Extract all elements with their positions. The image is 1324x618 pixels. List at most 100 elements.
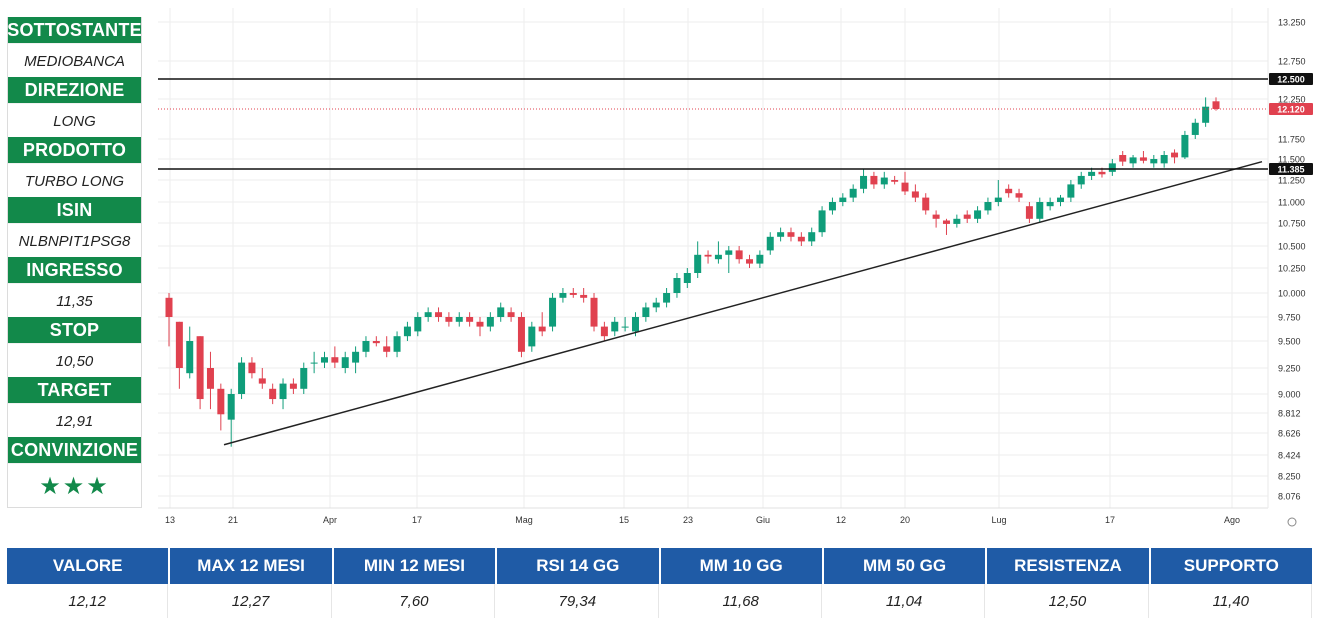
stat-label-max-12-mesi: MAX 12 MESI [170, 548, 332, 584]
candle-body-down [435, 312, 443, 317]
x-tick-label: 15 [619, 515, 629, 525]
stat-label-supporto: SUPPORTO [1150, 548, 1312, 584]
candle-body-down [704, 254, 712, 257]
candle-body-up [227, 394, 235, 420]
candle-body-up [611, 321, 619, 332]
panel-row-prodotto: PRODOTTO TURBO LONG [8, 137, 141, 197]
stat-col-mm-50-gg: MM 50 GG 11,04 [823, 548, 986, 618]
candle-body-up [341, 357, 349, 368]
panel-value-sottostante: MEDIOBANCA [8, 43, 141, 78]
x-tick-label: 20 [900, 515, 910, 525]
candle-body-down [932, 214, 940, 219]
candle-body-up [725, 250, 733, 255]
candle-body-down [891, 180, 899, 182]
candle-body-down [580, 294, 588, 298]
candle-body-up [1160, 155, 1168, 164]
candle-body-up [766, 236, 774, 251]
candle-body-down [963, 214, 971, 219]
candle-body-down [942, 220, 950, 224]
candle-body-down [289, 383, 297, 389]
candle-body-down [870, 175, 878, 185]
candle-body-up [694, 254, 702, 273]
panel-label-ingresso: INGRESSO [8, 257, 141, 283]
stat-value-valore: 12,12 [7, 584, 169, 618]
candle-body-up [549, 297, 557, 327]
candle-body-up [953, 218, 961, 224]
candle-body-up [652, 302, 660, 308]
candle-body-up [714, 254, 722, 260]
candle-body-up [424, 312, 432, 317]
panel-row-convinzione: CONVINZIONE ★★★ [8, 437, 141, 500]
y-tick-label: 8.250 [1278, 472, 1301, 482]
panel-value-ingresso: 11,35 [8, 283, 141, 318]
stat-value-max-12-mesi: 12,27 [170, 584, 332, 618]
candle-body-down [600, 326, 608, 337]
candle-body-down [206, 368, 214, 389]
candle-body-down [735, 250, 743, 260]
stat-col-supporto: SUPPORTO 11,40 [1150, 548, 1312, 618]
candle-body-up [839, 197, 847, 202]
y-tick-label: 11.750 [1278, 135, 1305, 145]
y-tick-label: 9.250 [1278, 364, 1301, 374]
candle-body-up [1150, 159, 1158, 164]
candle-body-up [984, 202, 992, 211]
panel-row-sottostante: SOTTOSTANTE MEDIOBANCA [7, 17, 142, 78]
candle-body-up [414, 317, 422, 332]
stats-table: VALORE 12,12 MAX 12 MESI 12,27 MIN 12 ME… [7, 548, 1312, 618]
candle-body-down [1015, 193, 1023, 198]
panel-row-stop: STOP 10,50 [8, 317, 141, 377]
candle-body-down [922, 197, 930, 211]
panel-row-direzione: DIREZIONE LONG [8, 77, 141, 137]
y-tick-label: 8.626 [1278, 429, 1301, 439]
price-chart-svg: 13.250 12.750 12.250 11.750 11.500 11.250 11.0… [158, 8, 1313, 527]
candle-body-up [528, 326, 536, 347]
x-tick-label: 21 [228, 515, 238, 525]
candle-body-up [849, 188, 857, 198]
y-tick-label: 9.500 [1278, 337, 1301, 347]
candle-body-down [1005, 188, 1013, 194]
panel-value-target: 12,91 [8, 403, 141, 438]
x-tick-label: Giu [756, 515, 770, 525]
candle-body-down [590, 297, 598, 327]
candle-body-up [994, 197, 1002, 202]
y-tick-label: 8.424 [1278, 451, 1301, 461]
candle-body-up [559, 293, 567, 298]
y-tick-label: 12.750 [1278, 57, 1306, 67]
candle-body-down [383, 346, 391, 352]
y-tick-label: 12.250 [1278, 95, 1306, 105]
candle-body-up [642, 307, 650, 317]
candle-body-down [258, 378, 266, 384]
panel-value-direzione: LONG [8, 103, 141, 138]
panel-row-target: TARGET 12,91 [8, 377, 141, 437]
candle-body-up [362, 341, 370, 352]
y-tick-label: 9.000 [1278, 390, 1301, 400]
x-tick-label: 13 [165, 515, 175, 525]
candle-body-down [217, 388, 225, 415]
stat-label-mm-50-gg: MM 50 GG [823, 548, 986, 584]
candle-body-up [1057, 197, 1065, 202]
candle-body-up [186, 341, 194, 374]
timezone-icon [1287, 517, 1297, 527]
candle-body-up [300, 368, 308, 389]
stat-col-max-12-mesi: MAX 12 MESI 12,27 [170, 548, 332, 618]
y-tick-label: 10.000 [1278, 289, 1306, 299]
candle-body-up [828, 202, 836, 211]
stat-value-resistenza: 12,50 [987, 584, 1149, 618]
candle-body-down [466, 317, 474, 322]
candle-body-down [538, 326, 546, 332]
stat-col-valore: VALORE 12,12 [7, 548, 169, 618]
stat-col-mm-10-gg: MM 10 GG 11,68 [660, 548, 822, 618]
y-tick-label: 9.750 [1278, 313, 1301, 323]
stat-label-valore: VALORE [7, 548, 169, 584]
candle-body-up [1202, 106, 1210, 123]
candle-body-up [486, 317, 494, 327]
candle-body-up [403, 326, 411, 337]
panel-label-sottostante: SOTTOSTANTE [7, 17, 142, 43]
x-tick-label: 12 [836, 515, 846, 525]
y-tick-label: 8.812 [1278, 409, 1301, 419]
candle-body-up [818, 210, 826, 233]
y-tick-label: 11.000 [1278, 198, 1305, 208]
panel-label-direzione: DIREZIONE [8, 77, 141, 103]
candle-body-up [808, 232, 816, 242]
candle-body-up [663, 293, 671, 303]
